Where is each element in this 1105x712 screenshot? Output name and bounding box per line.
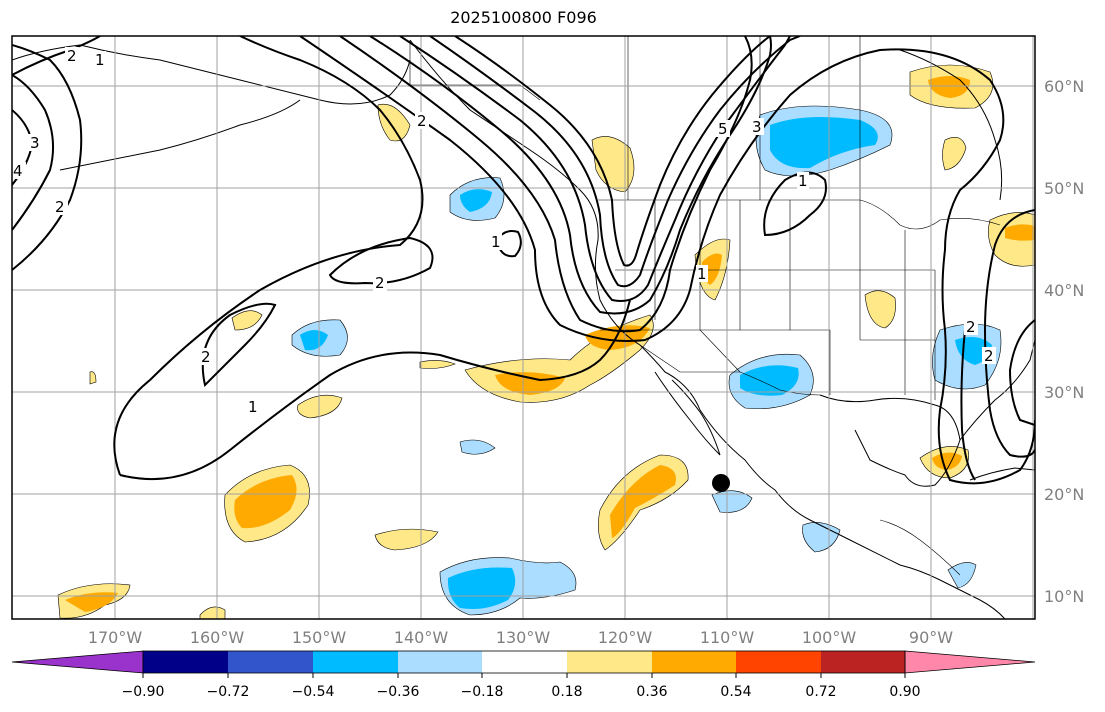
contour-label: 2 bbox=[67, 47, 77, 65]
lon-label: 170°W bbox=[88, 628, 143, 647]
contour-label: 1 bbox=[798, 172, 808, 190]
contour-label: 3 bbox=[30, 134, 40, 152]
colorbar-extend-high bbox=[904, 650, 1036, 674]
colorbar-label: −0.54 bbox=[292, 684, 335, 700]
colorbar-label: 0.54 bbox=[720, 684, 751, 700]
map-frame bbox=[11, 35, 1036, 620]
latitude-labels: 60°N 50°N 40°N 30°N 20°N 10°N bbox=[1044, 77, 1084, 606]
contour-label: 2 bbox=[201, 348, 211, 366]
location-marker bbox=[712, 474, 730, 492]
contour-label: 5 bbox=[718, 120, 728, 138]
colorbar-segment bbox=[736, 651, 821, 673]
contour-label: 2 bbox=[375, 274, 385, 292]
colorbar-segment bbox=[143, 651, 228, 673]
colorbar-label: −0.36 bbox=[377, 684, 420, 700]
contour-lines bbox=[12, 36, 1035, 485]
colorbar-extend-low bbox=[11, 650, 144, 674]
contour-label: 3 bbox=[752, 118, 762, 136]
contour-label: 1 bbox=[95, 51, 105, 69]
colorbar-segment bbox=[821, 651, 905, 673]
colorbar-label: −0.90 bbox=[122, 684, 165, 700]
contour-label: 2 bbox=[984, 347, 994, 365]
colorbar: −0.90 −0.72 −0.54 −0.36 −0.18 0.18 0.36 … bbox=[11, 650, 1036, 700]
colorbar-segment bbox=[313, 651, 398, 673]
colorbar-segment bbox=[482, 651, 567, 673]
lat-label: 10°N bbox=[1044, 587, 1084, 606]
colorbar-segment bbox=[228, 651, 313, 673]
lon-label: 100°W bbox=[802, 628, 857, 647]
contour-label: 2 bbox=[55, 198, 65, 216]
coastlines bbox=[12, 39, 1035, 619]
lat-label: 30°N bbox=[1044, 383, 1084, 402]
colorbar-label: −0.18 bbox=[461, 684, 504, 700]
lat-label: 50°N bbox=[1044, 179, 1084, 198]
contour-label: 1 bbox=[248, 398, 258, 416]
colorbar-label: 0.18 bbox=[551, 684, 582, 700]
colorbar-segment bbox=[398, 651, 482, 673]
gridlines bbox=[12, 36, 1035, 619]
lon-label: 110°W bbox=[700, 628, 755, 647]
lon-label: 130°W bbox=[496, 628, 551, 647]
chart-title: 2025100800 F096 bbox=[450, 8, 597, 27]
longitude-labels: 170°W 160°W 150°W 140°W 130°W 120°W 110°… bbox=[88, 628, 953, 647]
lat-label: 60°N bbox=[1044, 77, 1084, 96]
colorbar-label: 0.72 bbox=[805, 684, 836, 700]
lon-label: 150°W bbox=[292, 628, 347, 647]
lat-label: 20°N bbox=[1044, 485, 1084, 504]
lon-label: 160°W bbox=[190, 628, 245, 647]
colorbar-label: −0.72 bbox=[207, 684, 250, 700]
colorbar-segment bbox=[567, 651, 652, 673]
lon-label: 140°W bbox=[394, 628, 449, 647]
contour-label: 1 bbox=[491, 233, 501, 251]
lat-label: 40°N bbox=[1044, 281, 1084, 300]
contour-label: 2 bbox=[417, 112, 427, 130]
borders bbox=[409, 36, 1001, 576]
lon-label: 120°W bbox=[598, 628, 653, 647]
colorbar-label: 0.36 bbox=[636, 684, 667, 700]
lon-label: 90°W bbox=[909, 628, 953, 647]
colorbar-segment bbox=[652, 651, 736, 673]
contour-label: 1 bbox=[697, 265, 707, 283]
contour-label: 2 bbox=[966, 318, 976, 336]
contour-label: 4 bbox=[13, 162, 23, 180]
colorbar-label: 0.90 bbox=[889, 684, 920, 700]
contour-labels: 2 1 2 3 4 2 2 1 2 1 1 5 3 1 2 2 bbox=[12, 47, 996, 416]
